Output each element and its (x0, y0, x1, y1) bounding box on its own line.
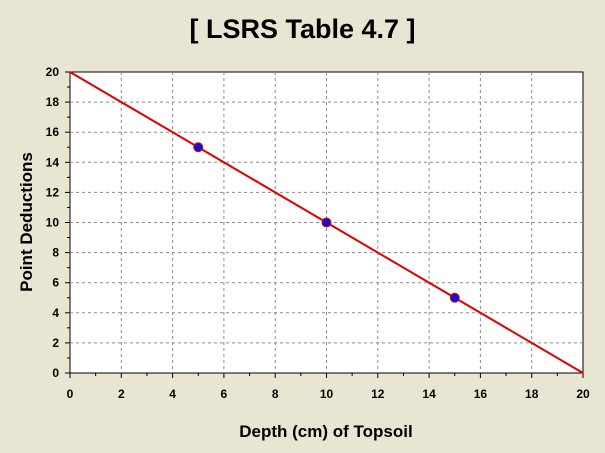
x-tick-label: 16 (474, 387, 488, 401)
y-tick-label: 16 (46, 125, 60, 139)
x-axis-label: Depth (cm) of Topsoil (239, 422, 412, 441)
x-tick-label: 18 (525, 387, 539, 401)
grid-layer (70, 72, 583, 373)
x-tick-label: 20 (576, 387, 590, 401)
tick-layer: 0 2 4 6 8 10 12 14 16 18 20 0 2 4 6 8 10 12 14 16 18 20 (46, 65, 590, 401)
y-tick-label: 6 (52, 276, 59, 290)
x-tick-label: 4 (169, 387, 176, 401)
data-point (193, 142, 204, 153)
y-tick-label: 0 (52, 366, 59, 380)
series-layer (69, 71, 584, 374)
y-tick-label: 14 (46, 155, 60, 169)
y-tick-label: 10 (46, 216, 60, 230)
x-tick-label: 8 (272, 387, 279, 401)
data-point (321, 217, 332, 228)
y-tick-label: 4 (52, 306, 59, 320)
y-tick-label: 20 (46, 65, 60, 79)
y-axis-label: Point Deductions (17, 152, 36, 292)
x-tick-label: 14 (422, 387, 436, 401)
chart-title: [ LSRS Table 4.7 ] (189, 14, 416, 44)
y-tick-label: 2 (52, 336, 59, 350)
y-tick-label: 18 (46, 95, 60, 109)
x-tick-label: 10 (320, 387, 334, 401)
data-point (449, 292, 460, 303)
x-tick-label: 6 (221, 387, 228, 401)
y-tick-label: 12 (46, 185, 60, 199)
x-tick-label: 0 (67, 387, 74, 401)
x-tick-label: 12 (371, 387, 385, 401)
y-tick-label: 8 (52, 246, 59, 260)
x-tick-label: 2 (118, 387, 125, 401)
